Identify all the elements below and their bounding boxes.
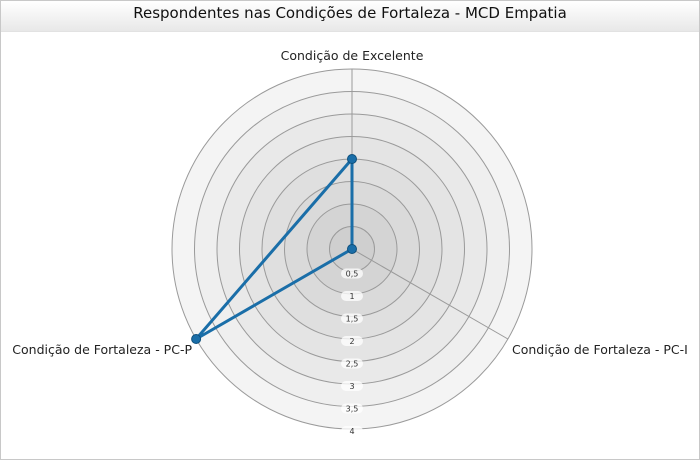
tick-label-6: 3 xyxy=(349,382,354,391)
tick-label-8: 4 xyxy=(349,427,354,436)
tick-label-5: 2,5 xyxy=(346,360,359,369)
tick-label-3: 1,5 xyxy=(346,315,359,324)
series-point-1 xyxy=(348,155,357,164)
category-label-3: Condição de Fortaleza - PC-P xyxy=(12,342,192,357)
tick-label-2: 1 xyxy=(349,292,354,301)
tick-label-4: 2 xyxy=(349,337,354,346)
tick-label-7: 3,5 xyxy=(346,405,359,414)
category-label-2: Condição de Fortaleza - PC-I xyxy=(512,342,688,357)
series-point-3 xyxy=(192,335,201,344)
series-point-2 xyxy=(348,245,357,254)
tick-label-1: 0,5 xyxy=(346,270,359,279)
category-label-1: Condição de Excelente xyxy=(281,48,424,63)
